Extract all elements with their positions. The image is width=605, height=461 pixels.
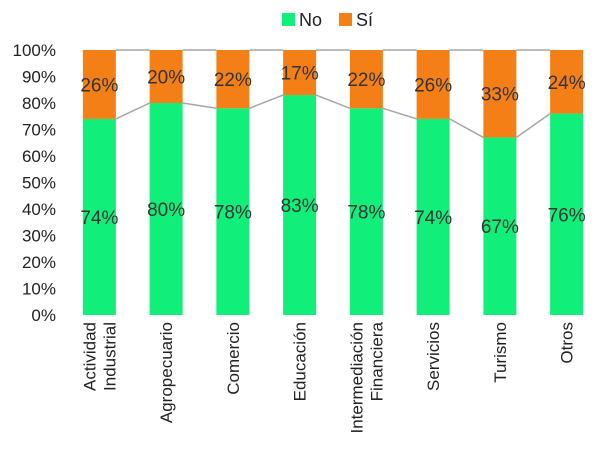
series-line bbox=[382, 107, 417, 120]
x-tick-label: Otros bbox=[558, 322, 577, 364]
data-label: 78% bbox=[214, 203, 252, 224]
x-tick-line: Turismo bbox=[491, 322, 510, 383]
y-tick-label: 20% bbox=[22, 253, 56, 272]
y-tick-label: 70% bbox=[22, 121, 56, 140]
y-tick-label: 90% bbox=[22, 68, 56, 87]
x-tick-line: Educación bbox=[291, 322, 310, 401]
data-label: 17% bbox=[281, 64, 319, 85]
data-label: 83% bbox=[281, 196, 319, 217]
bar-s- bbox=[216, 50, 250, 109]
x-tick-label: Agropecuario bbox=[157, 322, 176, 423]
y-axis: 0% 10% 20% 30% 40% 50% 60% 70% 80% 90% 100% bbox=[13, 41, 56, 325]
bar-s- bbox=[149, 50, 183, 103]
x-tick-label: Comercio bbox=[224, 322, 243, 395]
x-tick-label: Educación bbox=[291, 322, 310, 401]
series-line bbox=[182, 102, 217, 110]
bar-no bbox=[349, 108, 383, 315]
bar-no bbox=[283, 95, 317, 315]
bar-no bbox=[483, 137, 517, 315]
data-label: 74% bbox=[80, 208, 118, 229]
data-label: 67% bbox=[481, 217, 519, 238]
bars: 74% 26% 80% 20% 78% 22% 83% 17% 78% 22% 74% 26% 67% 3… bbox=[80, 50, 586, 316]
data-label: 33% bbox=[481, 85, 519, 106]
bar-s- bbox=[82, 50, 116, 119]
bar-s- bbox=[283, 50, 317, 96]
bar-group: 83% 17% bbox=[281, 50, 319, 315]
x-tick-line: Otros bbox=[558, 322, 577, 364]
bar-no bbox=[216, 108, 250, 315]
x-tick-line: Intermediación bbox=[347, 322, 366, 434]
x-tick-line: Financiera bbox=[367, 321, 386, 401]
series-line bbox=[249, 94, 284, 109]
x-tick-line: Industrial bbox=[100, 322, 119, 391]
y-tick-label: 60% bbox=[22, 147, 56, 166]
data-label: 20% bbox=[147, 68, 185, 89]
legend-label: No bbox=[299, 10, 322, 30]
series-line bbox=[115, 102, 150, 120]
data-label: 22% bbox=[347, 70, 385, 91]
bar-no bbox=[416, 118, 450, 316]
bar-no bbox=[149, 103, 183, 315]
legend-swatch bbox=[282, 13, 295, 26]
bar-group: 78% 22% bbox=[214, 50, 252, 315]
bar-group: 76% 24% bbox=[548, 50, 586, 315]
data-label: 78% bbox=[347, 203, 385, 224]
data-label: 22% bbox=[214, 70, 252, 91]
y-tick-label: 10% bbox=[22, 280, 56, 299]
y-tick-label: 80% bbox=[22, 94, 56, 113]
data-label: 74% bbox=[414, 208, 452, 229]
data-label: 26% bbox=[414, 75, 452, 96]
x-tick-label: Servicios bbox=[424, 322, 443, 391]
series-line bbox=[315, 94, 351, 109]
bar-group: 74% 26% bbox=[80, 50, 118, 316]
data-label: 26% bbox=[80, 75, 118, 96]
bar-s- bbox=[550, 50, 584, 114]
x-tick-line: Actividad bbox=[80, 322, 99, 391]
legend-swatch bbox=[339, 13, 352, 26]
y-tick-label: 40% bbox=[22, 200, 56, 219]
bar-s- bbox=[416, 50, 450, 119]
bar-no bbox=[82, 118, 116, 316]
x-tick-label: ActividadIndustrial bbox=[80, 322, 119, 391]
y-tick-label: 30% bbox=[22, 227, 56, 246]
x-tick-line: Servicios bbox=[424, 322, 443, 391]
x-tick-line: Comercio bbox=[224, 322, 243, 395]
x-axis: ActividadIndustrial Agropecuario Comercio E… bbox=[80, 321, 576, 433]
bar-group: 67% 33% bbox=[481, 50, 519, 315]
data-label: 80% bbox=[147, 200, 185, 221]
legend: No Sí bbox=[282, 10, 373, 30]
y-tick-label: 0% bbox=[31, 306, 56, 325]
data-label: 24% bbox=[548, 73, 586, 94]
y-tick-label: 50% bbox=[22, 174, 56, 193]
x-tick-label: Turismo bbox=[491, 322, 510, 383]
data-label: 76% bbox=[548, 205, 586, 226]
series-line bbox=[449, 118, 484, 139]
bar-no bbox=[550, 113, 584, 315]
legend-label: Sí bbox=[356, 10, 373, 30]
series-connector-lines bbox=[115, 49, 551, 139]
bar-s- bbox=[349, 50, 383, 109]
x-tick-line: Agropecuario bbox=[157, 322, 176, 423]
bar-group: 74% 26% bbox=[414, 50, 452, 316]
x-tick-label: IntermediaciónFinanciera bbox=[347, 321, 386, 433]
bar-group: 80% 20% bbox=[147, 50, 185, 315]
bar-s- bbox=[483, 50, 517, 138]
bar-group: 78% 22% bbox=[347, 50, 385, 315]
y-tick-label: 100% bbox=[13, 41, 56, 60]
series-line bbox=[515, 112, 551, 139]
